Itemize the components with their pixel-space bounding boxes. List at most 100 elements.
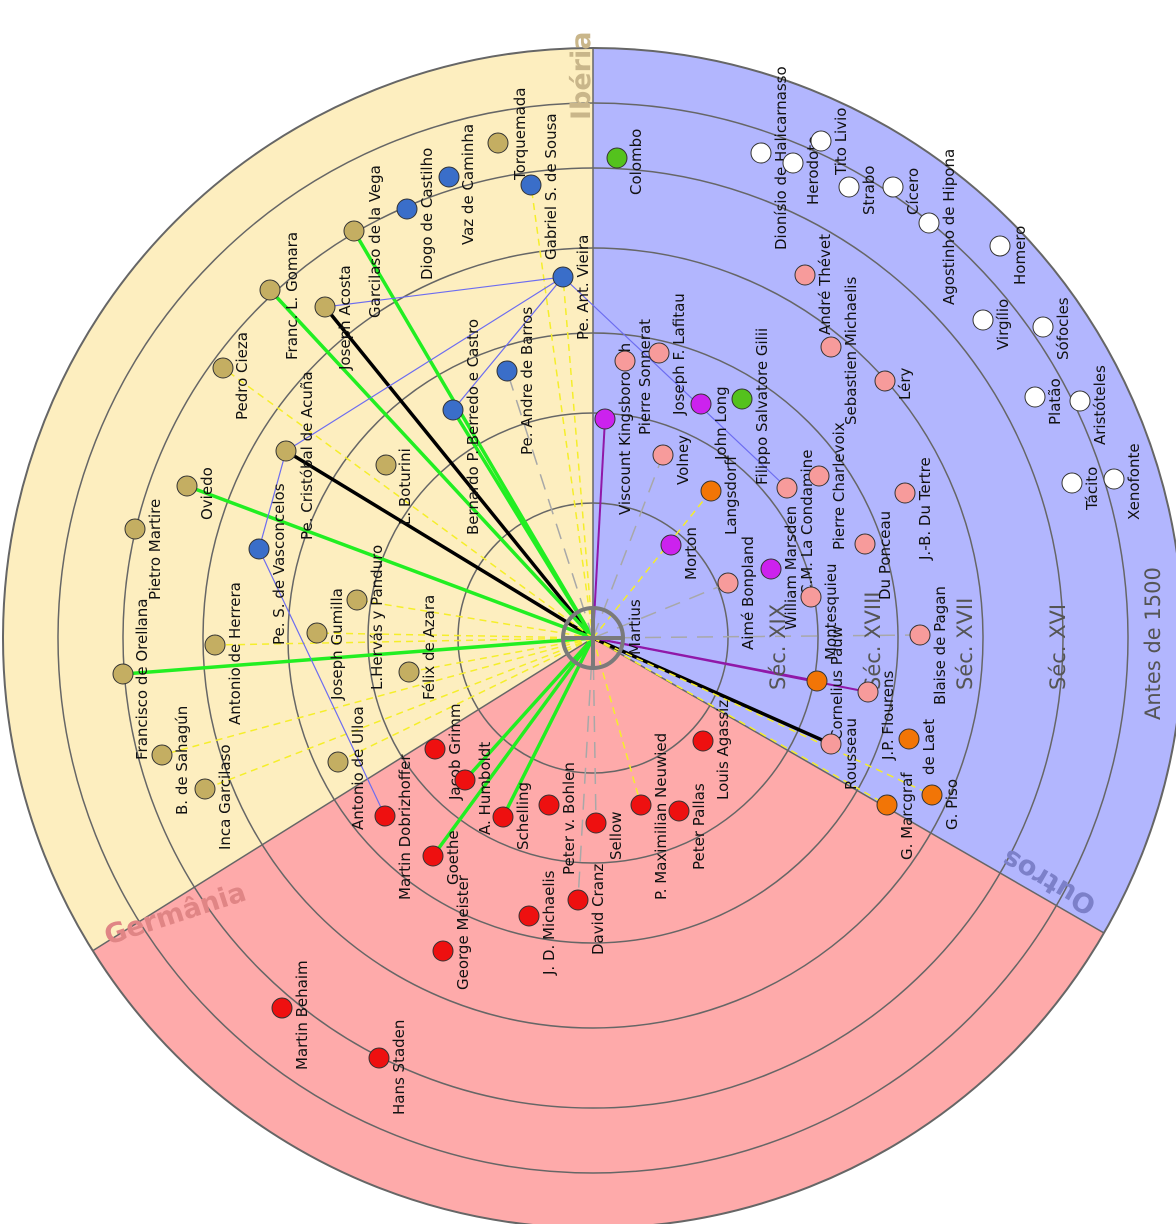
node-tacito[interactable]: Tácito [1061, 467, 1101, 511]
center-node-martius[interactable]: Martius [561, 599, 644, 670]
node-michaelis[interactable]: J. D. Michaelis [518, 870, 558, 976]
node-duponceau[interactable]: Du Ponceau [854, 511, 894, 600]
node-laet[interactable]: de Laet [898, 719, 938, 775]
node-gumilla[interactable]: Joseph Gumilla [306, 588, 346, 701]
node-neuwied[interactable]: P. Maximilian Neuwied [630, 733, 670, 900]
node-dutertre[interactable]: J.-B. Du Tertre [894, 457, 934, 561]
node-behaim-dot [271, 997, 293, 1019]
node-volney[interactable]: Volney [652, 435, 692, 485]
node-aristoteles[interactable]: Aristóteles [1069, 365, 1109, 445]
node-sonnerat[interactable]: Pierre Sonnerat [614, 319, 654, 435]
node-colombo[interactable]: Colombo [606, 129, 645, 195]
node-flourens[interactable]: J.P. Flourens [857, 671, 897, 761]
node-agassiz[interactable]: Louis Agassiz [692, 700, 732, 800]
node-pagan[interactable]: Blaise de Pagan [909, 586, 949, 705]
node-behaim[interactable]: Martin Behaim [271, 960, 311, 1070]
node-sofocles-label: Sófocles [1054, 297, 1072, 360]
node-cranz[interactable]: David Cranz [567, 864, 607, 955]
node-vaz-label: Vaz de Caminha [459, 124, 477, 245]
node-lafitau[interactable]: Joseph F. Lafitau [648, 293, 688, 416]
node-bonpland[interactable]: Aimé Bonpland [717, 536, 757, 650]
node-cieza[interactable]: Pedro Cieza [212, 332, 251, 420]
node-igarcilaso[interactable]: Inca Garcilaso [194, 744, 234, 850]
node-vaz[interactable]: Vaz de Caminha [438, 124, 477, 245]
node-boturini-dot [375, 454, 397, 476]
node-piso[interactable]: G. Piso [921, 779, 961, 830]
node-michaelis-label: J. D. Michaelis [540, 870, 558, 976]
node-dobrizhoffer-dot [374, 805, 396, 827]
node-dobrizhoffer[interactable]: Martin Dobrizhoffer [374, 754, 414, 900]
node-humboldt[interactable]: A. Humboldt [454, 742, 494, 835]
node-martire[interactable]: Pietro Martire [124, 499, 164, 600]
node-montesquieu[interactable]: Montesquieu [800, 564, 840, 660]
node-barros[interactable]: Pe. Andre de Barros [496, 307, 536, 455]
node-oviedo[interactable]: Oviedo [176, 467, 216, 520]
node-marsden[interactable]: William Marsden [760, 506, 800, 630]
node-gilii[interactable]: Filippo Salvatore Gilii [731, 328, 771, 485]
node-staden[interactable]: Hans Staden [368, 1020, 408, 1115]
node-titolivio[interactable]: Tito Livio [810, 108, 850, 176]
node-cicero-label: Cícero [904, 168, 922, 215]
node-cicero[interactable]: Cícero [882, 168, 922, 215]
node-herodoto[interactable]: Herodoto [782, 136, 822, 205]
node-torquemada[interactable]: Torquemada [487, 88, 529, 181]
node-schelling[interactable]: Schelling [492, 782, 532, 850]
node-ulloa[interactable]: Antonio de Ulloa [327, 706, 367, 830]
node-rousseau-dot [820, 733, 842, 755]
node-sahagun[interactable]: B. de Sahagún [151, 706, 191, 815]
node-smichaelis[interactable]: Sebastien Michaelis [820, 277, 860, 425]
edge-martius-cieza [222, 367, 594, 639]
node-sellow[interactable]: Sellow [585, 811, 625, 860]
node-jlong[interactable]: John Long [690, 386, 730, 461]
edge-martius-castro [451, 409, 595, 639]
node-strabo[interactable]: Strabo [838, 166, 878, 215]
node-virgilio[interactable]: Virgílio [972, 299, 1012, 350]
node-hervas[interactable]: L.Hervás y Panduro [346, 545, 386, 690]
node-dionisio[interactable]: Dionísio de Halicarnasso [750, 66, 790, 250]
node-charlevoix[interactable]: Pierre Charlevoix [808, 422, 848, 550]
node-rousseau[interactable]: Rousseau [820, 718, 860, 790]
node-homero[interactable]: Homero [989, 226, 1029, 285]
node-orellana[interactable]: Francisco de Orellana [112, 599, 151, 760]
node-castilho[interactable]: Diogo de Castilho [396, 148, 436, 280]
node-cranz-dot [567, 889, 589, 911]
node-morton[interactable]: Morton [660, 527, 700, 580]
node-gomara-label: Franc. L. Gomara [283, 232, 301, 360]
node-xenofonte[interactable]: Xenofonte [1103, 443, 1143, 520]
node-goethe-dot [422, 845, 444, 867]
node-vieira[interactable]: Pe. Ant. Vieira [552, 235, 592, 340]
node-condamine[interactable]: C.M. La Condamine [776, 450, 816, 595]
node-platao[interactable]: Platão [1024, 378, 1064, 425]
node-agostinho[interactable]: Agostinho de Hipona [918, 149, 958, 305]
node-herrera[interactable]: Antonio de Herrera [204, 582, 244, 725]
node-thevet[interactable]: André Thévet [794, 234, 834, 335]
node-castro[interactable]: Bernardo P. Berredo e Castro [442, 319, 482, 535]
node-meister[interactable]: George Meister [432, 874, 472, 990]
node-boturini[interactable]: L. Boturini [375, 448, 414, 525]
node-gomara[interactable]: Franc. L. Gomara [259, 232, 301, 360]
node-acuna[interactable]: Pe. Cristóbal de Acuña [275, 371, 316, 540]
node-dutertre-dot [894, 482, 916, 504]
node-strabo-dot [838, 176, 860, 198]
node-gvega[interactable]: Garcilaso de la Vega [343, 165, 384, 318]
node-goethe[interactable]: Goethe [422, 830, 462, 885]
node-neuwied-dot [630, 794, 652, 816]
node-ulloa-label: Antonio de Ulloa [349, 706, 367, 830]
node-jlong-dot [690, 393, 712, 415]
node-gsousa[interactable]: Gabriel S. de Sousa [520, 113, 560, 260]
node-staden-label: Hans Staden [390, 1020, 408, 1115]
node-marcgraf[interactable]: G. Marcgraf [876, 772, 916, 860]
node-kingsborough[interactable]: Viscount Kingsborough [594, 343, 634, 515]
node-gilii-dot [731, 388, 753, 410]
node-tacito-label: Tácito [1083, 467, 1101, 511]
node-acosta[interactable]: Joseph Acosta [314, 265, 354, 371]
node-pauw[interactable]: Cornelius Pauw [806, 626, 846, 740]
node-lery[interactable]: Léry [874, 368, 914, 400]
node-azara[interactable]: Félix de Azara [398, 595, 438, 700]
node-langsdorff[interactable]: Langsdorff [700, 455, 740, 535]
node-pallas[interactable]: Peter Pallas [668, 783, 708, 870]
node-bohlen[interactable]: Peter v. Bohlen [538, 762, 578, 875]
node-sofocles[interactable]: Sófocles [1032, 297, 1072, 360]
node-vasconcelos[interactable]: Pe. S. de Vasconcelos [248, 483, 288, 645]
node-sonnerat-label: Pierre Sonnerat [636, 319, 654, 435]
